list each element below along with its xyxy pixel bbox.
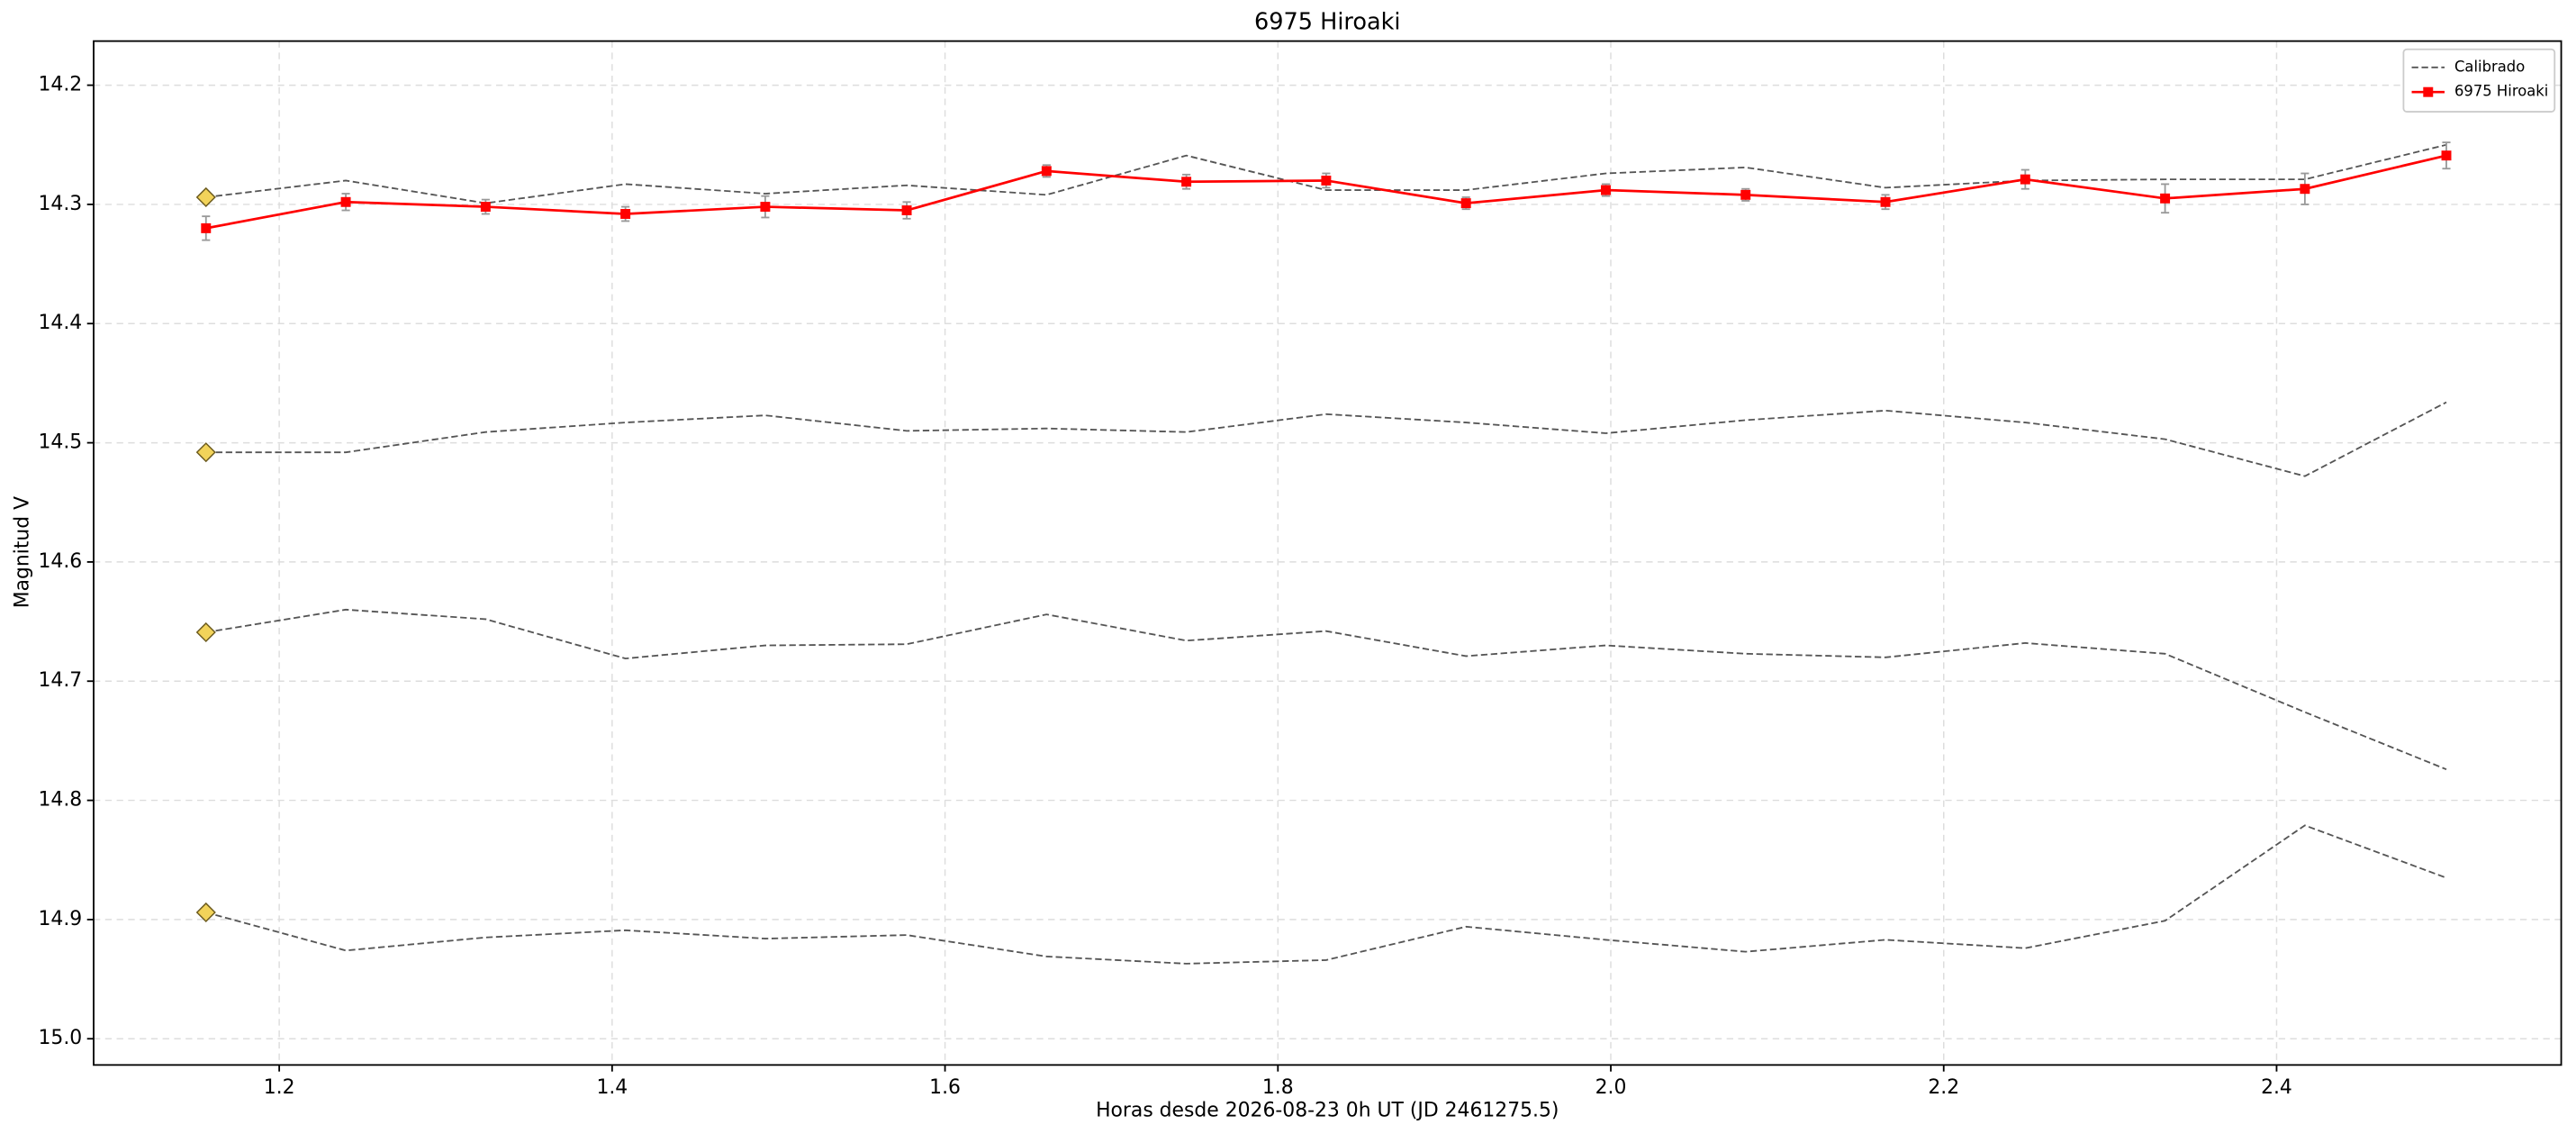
- x-tick-label: 2.4: [2261, 1076, 2292, 1099]
- series-marker: [201, 222, 212, 233]
- series-marker: [760, 202, 771, 213]
- reference-line: [205, 824, 2447, 965]
- y-tick-label: 14.5: [39, 431, 83, 454]
- legend-label: Calibrado: [2454, 58, 2525, 75]
- series-marker: [2160, 193, 2171, 204]
- y-tick-label: 14.7: [39, 669, 83, 692]
- y-tick-label: 14.4: [39, 312, 83, 334]
- x-tick-label: 1.2: [264, 1076, 295, 1099]
- y-axis-label: Magnitud V: [12, 496, 34, 608]
- y-tick-label: 15.0: [39, 1027, 83, 1049]
- series-marker: [2300, 184, 2310, 195]
- x-tick-label: 2.0: [1595, 1076, 1627, 1099]
- series-marker: [340, 196, 351, 207]
- y-tick-label: 14.2: [39, 74, 83, 96]
- reference-marker: [195, 621, 216, 643]
- reference-marker: [195, 442, 216, 463]
- series-marker: [620, 209, 631, 219]
- series-marker: [1880, 196, 1891, 207]
- series-marker: [901, 205, 912, 216]
- plot-frame: [93, 40, 2562, 1066]
- legend-marker: [2423, 86, 2434, 97]
- legend-box: [2402, 48, 2556, 113]
- reference-line: [205, 608, 2447, 771]
- reference-line: [205, 143, 2447, 204]
- x-tick-label: 1.8: [1262, 1076, 1294, 1099]
- reference-line: [205, 401, 2447, 477]
- y-tick-label: 14.6: [39, 550, 83, 573]
- series-marker: [1600, 185, 1611, 195]
- series-marker: [2020, 174, 2030, 185]
- series-marker: [480, 202, 491, 213]
- reference-marker: [195, 186, 216, 208]
- series-marker: [1740, 189, 1751, 200]
- x-tick-label: 1.6: [929, 1076, 961, 1099]
- x-tick-label: 1.4: [596, 1076, 628, 1099]
- series-marker: [1041, 166, 1052, 177]
- series-marker: [1321, 175, 1332, 186]
- series-marker: [1181, 177, 1192, 187]
- series-marker: [1460, 198, 1471, 209]
- y-tick-label: 14.3: [39, 193, 83, 215]
- x-axis-label: Horas desde 2026-08-23 0h UT (JD 2461275…: [1096, 1099, 1559, 1121]
- series-marker: [2441, 150, 2452, 161]
- legend-label: 6975 Hiroaki: [2454, 83, 2548, 100]
- y-tick-label: 14.8: [39, 789, 83, 812]
- y-tick-label: 14.9: [39, 908, 83, 930]
- x-tick-label: 2.2: [1928, 1076, 1959, 1099]
- chart-title: 6975 Hiroaki: [1254, 9, 1400, 36]
- reference-marker: [195, 902, 216, 923]
